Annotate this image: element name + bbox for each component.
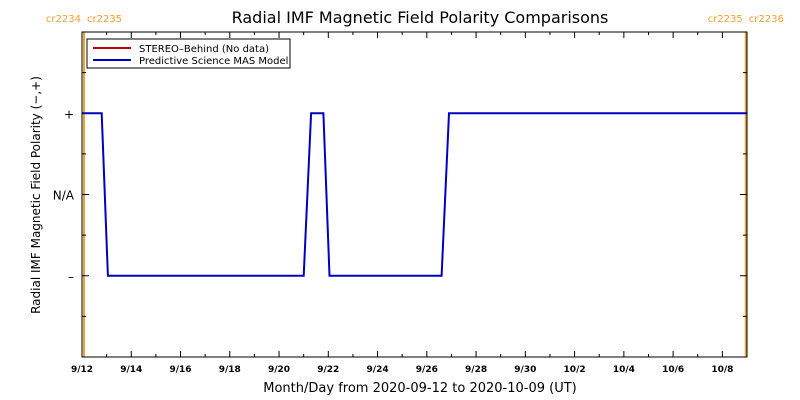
x-tick-label: 9/20 [268,365,290,375]
x-tick-label: 10/8 [711,365,733,375]
x-tick-label: 10/6 [662,365,684,375]
rotation-label-left: cr2235 [708,14,743,25]
legend: STEREO–Behind (No data)Predictive Scienc… [86,38,291,69]
y-axis-label: Radial IMF Magnetic Field Polarity (−,+) [29,76,43,314]
series-line-mas-model [82,112,747,277]
x-tick-label: 9/14 [120,365,142,375]
rotation-label-right: cr2236 [749,14,784,25]
plot-frame [81,31,748,358]
chart-title: Radial IMF Magnetic Field Polarity Compa… [232,8,609,27]
x-axis-label: Month/Day from 2020-09-12 to 2020-10-09 … [263,381,576,396]
x-tick-label: 10/2 [564,365,586,375]
x-tick-label: 9/24 [367,365,389,375]
x-tick-label: 9/30 [514,365,536,375]
axis-ticks: 9/12 9/14 9/16 9/18 9/20 9/22 9/24 9/26 9/28 9/30… [53,31,748,375]
y-tick-label: + [64,107,74,121]
x-tick-label: 9/22 [317,365,339,375]
x-tick-label: 10/4 [613,365,635,375]
x-tick-label: 9/16 [169,365,191,375]
legend-box [86,38,291,69]
y-tick-label: – [68,270,74,284]
x-tick-label: 9/18 [219,365,241,375]
y-tick-label: N/A [53,189,75,203]
x-tick-label: 9/12 [71,365,93,375]
x-tick-label: 9/26 [416,365,438,375]
data-series [82,112,747,277]
legend-label: Predictive Science MAS Model [139,56,288,67]
rotation-label-right: cr2235 [87,14,122,25]
rotation-label-left: cr2234 [46,14,81,25]
x-tick-label: 9/28 [465,365,487,375]
legend-label: STEREO–Behind (No data) [139,44,269,55]
